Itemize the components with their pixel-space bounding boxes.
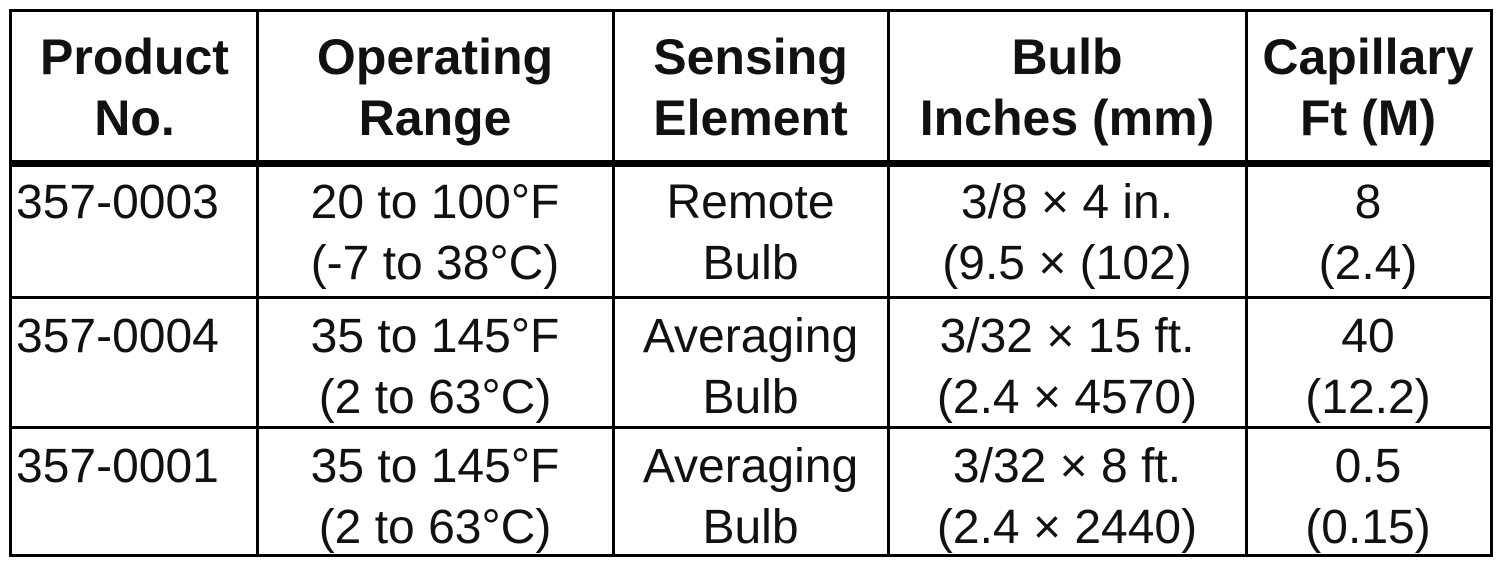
cell-text: (2 to 63°C) — [318, 501, 552, 554]
cell-text: 20 to 100°F — [310, 176, 560, 229]
cell-text: Bulb — [702, 371, 799, 424]
cell-text: (12.2) — [1305, 371, 1431, 424]
table-cell: 357-0004 — [12, 306, 257, 436]
cell-text: Ft (M) — [1299, 90, 1437, 146]
header-cell: Operating Range — [257, 27, 613, 178]
cell-text: 40 — [1341, 310, 1395, 363]
cell-text: Bulb — [1011, 29, 1123, 85]
cell-text: 35 to 145°F — [310, 440, 560, 493]
column-divider — [612, 12, 615, 554]
cell-text: Sensing — [653, 29, 848, 85]
column-divider — [887, 12, 890, 554]
row-divider — [12, 296, 1490, 299]
cell-text: (2.4 × 2440) — [936, 501, 1198, 554]
table-cell: 35 to 145°F (2 to 63°C) — [257, 436, 613, 563]
header-cell: Sensing Element — [613, 27, 888, 178]
header-divider — [12, 160, 1490, 167]
cell-text: Product — [40, 29, 229, 85]
cell-text: 3/32 × 8 ft. — [952, 440, 1182, 493]
cell-text: Bulb — [702, 237, 799, 290]
cell-text: (2 to 63°C) — [318, 371, 552, 424]
table-cell: 357-0003 — [12, 172, 257, 306]
header-cell: Product No. — [12, 27, 257, 178]
cell-text: Averaging — [642, 440, 859, 493]
table-cell: 35 to 145°F (2 to 63°C) — [257, 306, 613, 436]
cell-text: Element — [653, 90, 848, 146]
table-cell: 20 to 100°F (-7 to 38°C) — [257, 172, 613, 306]
cell-text: Inches (mm) — [919, 90, 1215, 146]
table-cell: Remote Bulb — [613, 172, 888, 306]
cell-text: Averaging — [642, 310, 859, 363]
cell-text: Remote — [666, 176, 835, 229]
table: Product No. Operating Range Sensing Element Bu… — [9, 9, 1493, 557]
table-cell: Averaging Bulb — [613, 306, 888, 436]
column-divider — [256, 12, 259, 554]
table-cell: Averaging Bulb — [613, 436, 888, 563]
cell-text: 8 — [1354, 176, 1382, 229]
cell-text: Operating — [316, 29, 554, 85]
table-cell: 3/32 × 15 ft. (2.4 × 4570) — [888, 306, 1246, 436]
cell-text: (-7 to 38°C) — [310, 237, 560, 290]
cell-text: 3/32 × 15 ft. — [939, 310, 1195, 363]
table-cell: 0.5 (0.15) — [1246, 436, 1490, 563]
cell-text: Range — [358, 90, 512, 146]
column-divider — [1245, 12, 1248, 554]
cell-text: 35 to 145°F — [310, 310, 560, 363]
header-cell: Bulb Inches (mm) — [888, 27, 1246, 178]
cell-text: (2.4 × 4570) — [936, 371, 1198, 424]
header-cell: Capillary Ft (M) — [1246, 27, 1490, 178]
cell-text: Capillary — [1262, 29, 1474, 85]
cell-text: (2.4) — [1318, 237, 1418, 290]
row-divider — [12, 426, 1490, 429]
cell-text: No. — [94, 90, 175, 146]
cell-text: (9.5 × (102) — [942, 237, 1192, 290]
table-cell: 40 (12.2) — [1246, 306, 1490, 436]
cell-text: (0.15) — [1305, 501, 1431, 554]
cell-text: 357-0003 — [16, 176, 219, 229]
cell-text: 3/8 × 4 in. — [960, 176, 1174, 229]
table-cell: 357-0001 — [12, 436, 257, 563]
cell-text: 0.5 — [1334, 440, 1402, 493]
cell-text: 357-0001 — [16, 440, 219, 493]
cell-text: 357-0004 — [16, 310, 219, 363]
table-cell: 8 (2.4) — [1246, 172, 1490, 306]
table-cell: 3/8 × 4 in. (9.5 × (102) — [888, 172, 1246, 306]
cell-text: Bulb — [702, 501, 799, 554]
table-cell: 3/32 × 8 ft. (2.4 × 2440) — [888, 436, 1246, 563]
